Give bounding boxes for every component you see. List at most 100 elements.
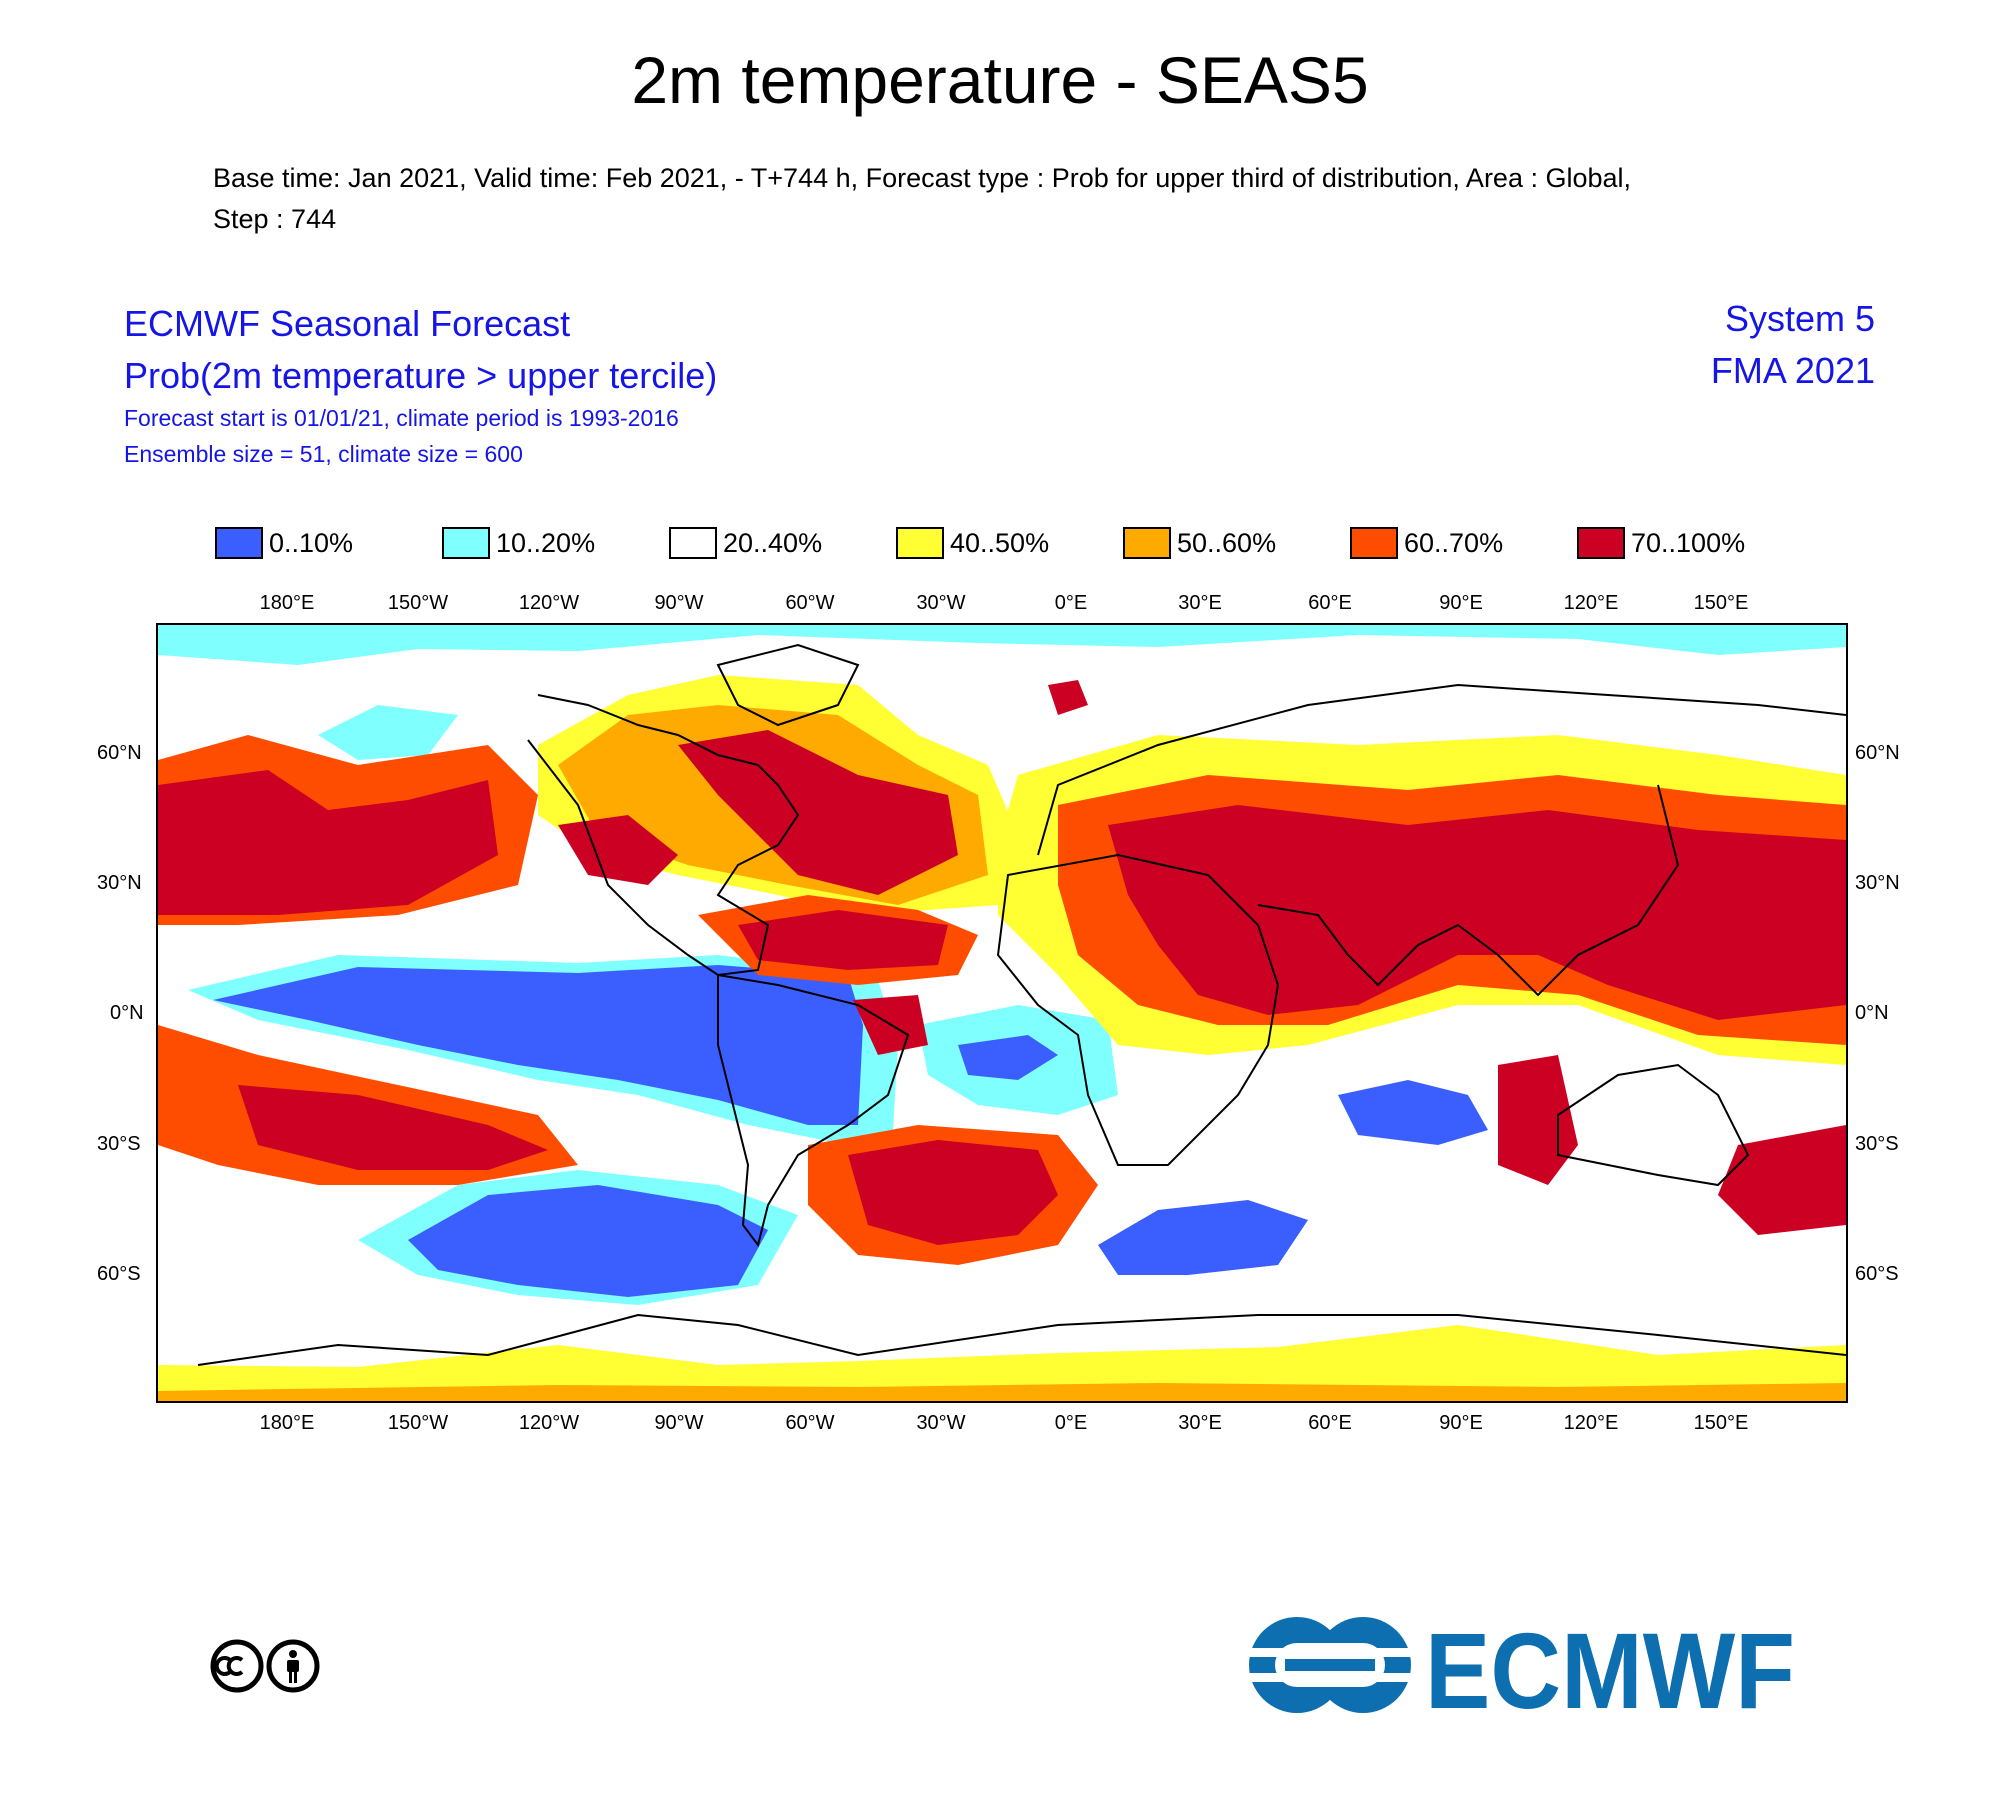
lat-label: 60°N [1855,742,1900,764]
legend-swatch [1123,527,1171,559]
lat-label: 0°N [1855,1002,1889,1024]
legend-item: 60..70% [1350,525,1503,561]
by-body [287,1660,299,1672]
product-variable: Prob(2m temperature > upper tercile) [124,355,718,396]
legend-item: 40..50% [896,525,1049,561]
scandinavia-red [1048,680,1088,715]
ecmwf-logo-graphic: ECMWF [1245,1610,1795,1731]
tasman-red [1718,1125,1846,1235]
south-atlantic-blue [1098,1200,1308,1275]
lat-label: 60°S [97,1263,141,1285]
coastlines [197,643,1846,1366]
lon-label: 30°W [916,1412,966,1434]
north-pacific-red [158,770,498,915]
south-pacific-red [238,1085,548,1170]
legend-swatch [442,527,490,559]
legend-item: 10..20% [442,525,595,561]
lat-label: 0°N [110,1002,144,1024]
coast-australia [1557,1063,1750,1187]
cc-circle [210,1639,264,1693]
coast-greenland [716,643,860,727]
forecast-start-note: Forecast start is 01/01/21, climate peri… [124,405,679,431]
legend-item: 0..10% [215,525,353,561]
probability-map [156,623,1848,1403]
arctic-cyan-band [158,625,1846,665]
ecmwf-wordmark: ECMWF [1425,1610,1795,1720]
lat-label: 60°N [97,742,142,764]
lon-label: 30°W [916,592,966,614]
lon-label: 30°E [1178,592,1222,614]
lat-label: 30°N [1855,872,1900,894]
legend-swatch [669,527,717,559]
lat-label: 30°S [1855,1133,1899,1155]
season-label: FMA 2021 [1710,350,1875,391]
south-atlantic-red [848,1140,1058,1245]
meta-line-1: Base time: Jan 2021, Valid time: Feb 202… [213,163,1632,193]
north-atlantic-red [678,730,958,895]
legend-label: 50..60% [1177,527,1277,558]
legend-item: 70..100% [1577,525,1745,561]
lon-label: 60°E [1308,1412,1352,1434]
lon-label: 120°W [518,592,580,614]
legend-swatch [1577,527,1625,559]
by-leg-right [294,1671,297,1683]
lon-label: 120°W [518,1412,580,1434]
coast-south-america [717,973,910,1248]
by-head [289,1650,297,1658]
meta-line-2: Step : 744 [213,204,337,234]
product-name: ECMWF Seasonal Forecast [124,303,571,344]
lon-label: 60°W [785,1412,835,1434]
lon-label: 150°W [387,1412,449,1434]
legend-swatch [896,527,944,559]
cc-by-graphic [210,1639,320,1693]
indian-ocean-blue [1338,1080,1488,1145]
eurasia-red [1108,805,1846,1020]
ensemble-note: Ensemble size = 51, climate size = 600 [124,441,523,467]
map-canvas [158,625,1846,1401]
lon-label: 0°E [1054,592,1088,614]
legend-label: 0..10% [269,527,354,558]
lon-label: 60°E [1308,592,1352,614]
lon-label: 90°E [1439,592,1483,614]
atlantic-blue [958,1035,1058,1080]
legend-item: 50..60% [1123,525,1276,561]
pacific-blue-tongue [213,965,863,1125]
lon-label: 150°W [387,592,449,614]
lon-label: 30°E [1178,1412,1222,1434]
coast-africa [996,853,1280,1166]
south-pacific-blue [408,1185,768,1297]
antarctic-yellow-band [158,1325,1846,1401]
cc-by-icon [210,1638,322,1694]
lon-label: 60°W [785,592,835,614]
coast-eurasia [1037,683,1846,997]
ecmwf-logo: ECMWF [1245,1610,1800,1731]
legend-label: 60..70% [1404,527,1504,558]
page-title: 2m temperature - SEAS5 [631,43,1369,117]
lon-label: 180°E [259,1412,315,1434]
lon-label: 90°E [1439,1412,1483,1434]
lon-label: 120°E [1563,592,1619,614]
legend-swatch [1350,527,1398,559]
legend-label: 20..40% [723,527,823,558]
lat-label: 30°N [97,872,142,894]
lon-label: 150°E [1693,592,1749,614]
lon-label: 0°E [1054,1412,1088,1434]
lon-label: 180°E [259,592,315,614]
lat-label: 60°S [1855,1263,1899,1285]
legend-swatch [215,527,263,559]
legend-item: 20..40% [669,525,822,561]
coast-north-america [527,694,800,977]
by-leg-left [289,1671,292,1683]
ecmwf-emblem [1245,1617,1415,1713]
system-label: System 5 [1724,298,1875,339]
legend-label: 10..20% [496,527,596,558]
tropical-atlantic-red [738,910,948,970]
lon-label: 150°E [1693,1412,1749,1434]
lon-label: 90°W [654,592,704,614]
north-pacific-cyan [318,705,458,760]
coast-antarctica [197,1313,1846,1366]
legend-label: 40..50% [950,527,1050,558]
cc-glyph [214,1656,244,1676]
lon-label: 90°W [654,1412,704,1434]
antarctic-orange-band [158,1383,1846,1401]
